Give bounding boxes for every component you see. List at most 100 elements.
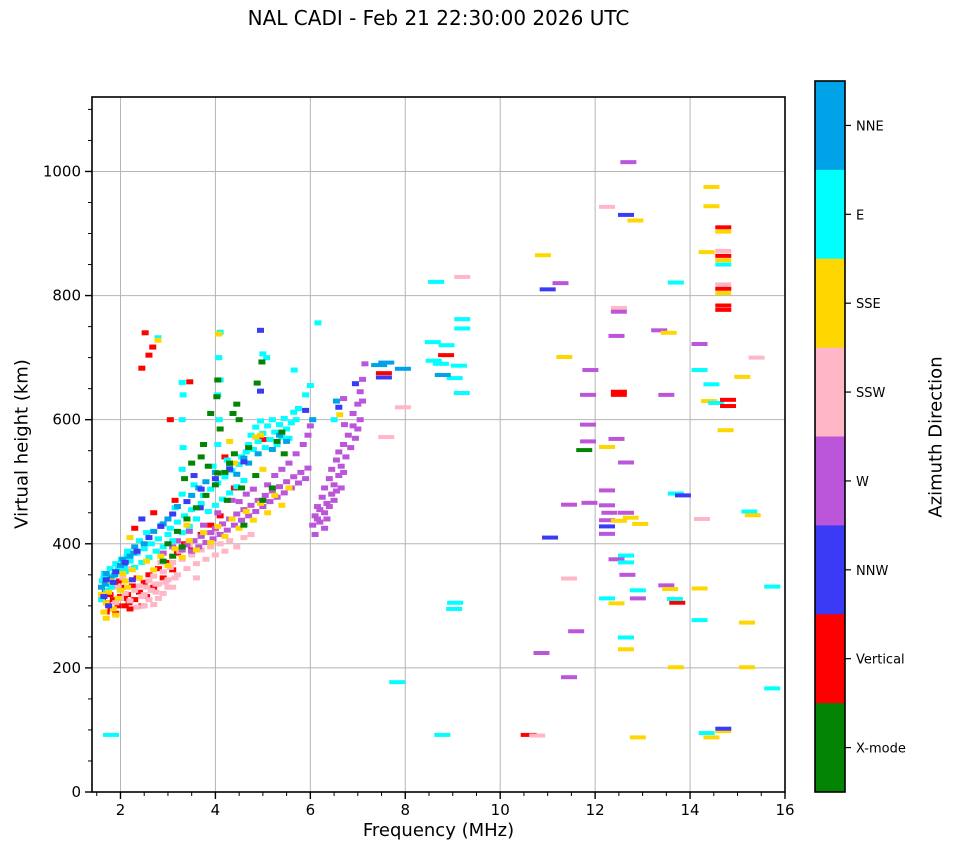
echo-dash: [669, 600, 686, 605]
echo-tile: [292, 451, 300, 457]
colorbar-category-label: SSW: [856, 386, 886, 401]
echo-tile: [273, 438, 281, 444]
echo-dash: [394, 366, 411, 371]
echo-tile: [216, 541, 224, 547]
echo-tile: [102, 615, 110, 621]
echo-dash: [708, 400, 725, 405]
echo-tile: [268, 446, 276, 452]
echo-tile: [249, 486, 257, 492]
echo-dash: [715, 229, 732, 234]
data-points-layer: [97, 160, 781, 740]
echo-tile: [112, 600, 120, 606]
echo-tile: [150, 567, 158, 573]
echo-dash: [102, 732, 119, 737]
echo-dash: [432, 361, 449, 366]
echo-tile: [330, 417, 338, 423]
echo-dash: [715, 303, 732, 308]
echo-tile: [264, 510, 272, 516]
echo-tile: [195, 544, 203, 550]
echo-dash: [580, 422, 597, 427]
echo-tile: [240, 455, 248, 461]
echo-tile: [359, 376, 367, 382]
echo-tile: [278, 502, 286, 508]
echo-tile: [119, 584, 127, 590]
echo-tile: [273, 442, 281, 447]
echo-tile: [169, 511, 177, 517]
echo-tile: [342, 454, 350, 460]
echo-dash: [561, 576, 578, 581]
echo-tile: [264, 423, 272, 429]
echo-tile: [154, 337, 162, 343]
echo-dash: [620, 160, 637, 165]
echo-tile: [283, 479, 291, 485]
x-axis-label: Frequency (MHz): [362, 820, 515, 841]
colorbar-segment: [815, 436, 845, 526]
echo-tile: [181, 476, 189, 482]
echo-dash: [627, 218, 644, 223]
echo-tile: [204, 509, 212, 515]
echo-tile: [215, 331, 223, 337]
echo-tile: [178, 530, 186, 536]
echo-tile: [238, 485, 246, 491]
echo-dash: [610, 309, 627, 314]
echo-dash: [610, 305, 627, 310]
echo-tile: [245, 445, 253, 451]
y-tick-label: 800: [52, 287, 81, 305]
echo-tile: [183, 499, 191, 505]
y-tick-label: 200: [52, 659, 81, 677]
echo-dash: [715, 307, 732, 312]
echo-tile: [299, 442, 307, 447]
echo-tile: [141, 330, 149, 336]
echo-tile: [131, 544, 139, 550]
x-tick-label: 14: [681, 801, 700, 819]
echo-tile: [304, 432, 312, 438]
echo-tile: [183, 566, 191, 572]
echo-tile: [240, 459, 248, 465]
echo-tile: [235, 499, 243, 505]
echo-tile: [116, 578, 124, 584]
echo-tile: [128, 567, 136, 573]
echo-tile: [226, 466, 234, 472]
echo-tile: [211, 502, 219, 508]
echo-dash: [715, 729, 732, 734]
echo-tile: [356, 389, 364, 395]
echo-tile: [119, 556, 127, 562]
echo-tile: [145, 578, 153, 584]
echo-tile: [259, 504, 267, 510]
echo-tile: [271, 492, 279, 498]
colorbar-category-label: SSE: [856, 297, 881, 312]
echo-tile: [242, 491, 250, 497]
echo-dash: [703, 735, 720, 740]
echo-tile: [207, 540, 215, 546]
echo-tile: [306, 423, 314, 429]
echo-tile: [112, 569, 120, 575]
echo-tile: [349, 423, 357, 429]
echo-tile: [121, 603, 129, 609]
echo-tile: [126, 598, 134, 604]
echo-dash: [720, 404, 737, 409]
echo-tile: [133, 548, 141, 554]
echo-tile: [216, 531, 224, 537]
colorbar-segment: [815, 258, 845, 349]
echo-tile: [159, 544, 167, 550]
echo-tile: [143, 584, 151, 590]
echo-tile: [252, 473, 260, 479]
echo-tile: [178, 466, 186, 472]
echo-tile: [188, 492, 196, 498]
echo-tile: [228, 516, 236, 522]
echo-tile: [197, 486, 205, 492]
echo-tile: [109, 606, 117, 612]
echo-tile: [278, 429, 286, 435]
echo-tile: [254, 451, 262, 457]
echo-tile: [213, 394, 221, 400]
echo-tile: [183, 516, 191, 522]
echo-dash: [580, 392, 597, 397]
grid-layer: [92, 97, 786, 793]
echo-tile: [328, 491, 336, 497]
echo-tile: [309, 522, 317, 528]
echo-tile: [126, 535, 134, 541]
echo-dash: [378, 360, 395, 365]
echo-dash: [764, 584, 781, 589]
echo-tile: [359, 398, 367, 404]
